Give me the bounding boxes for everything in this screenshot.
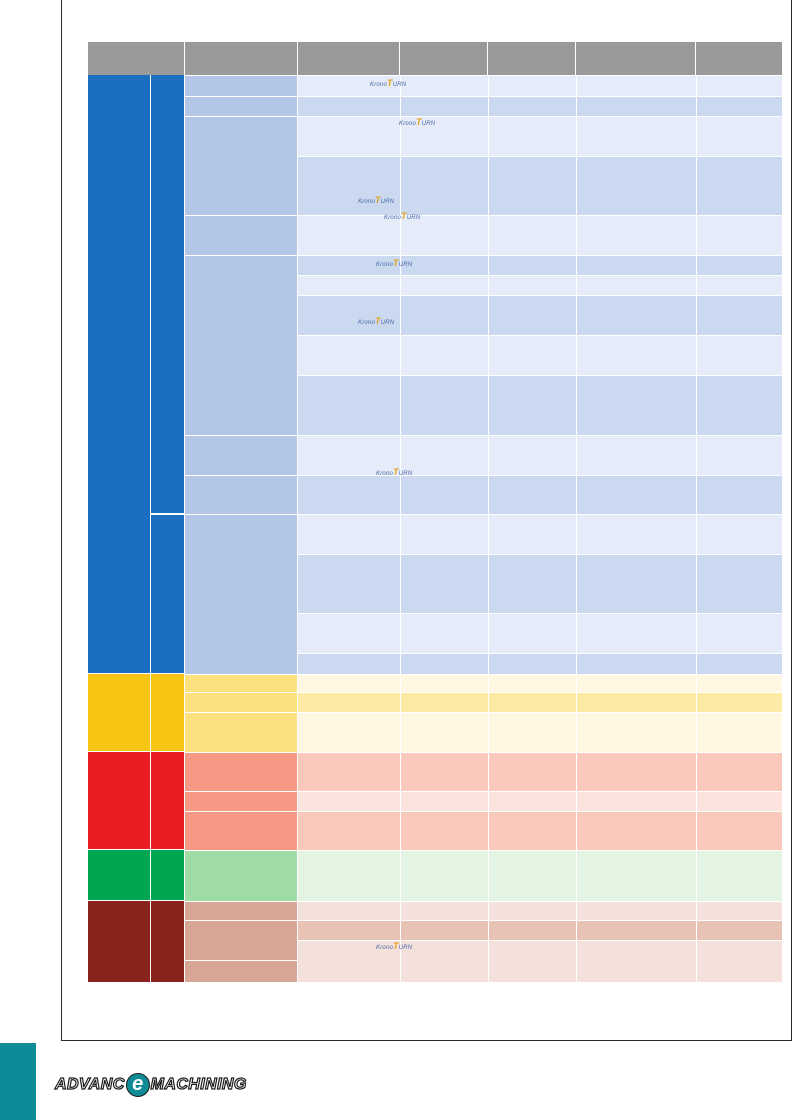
group-green-sub: [151, 850, 185, 901]
header-cell-col3: [488, 42, 576, 75]
table-row: [298, 554, 782, 613]
table-row: [298, 613, 782, 653]
table-row: [298, 375, 782, 435]
kronoturn-logo: KronoTURN: [384, 211, 421, 221]
table-row: [298, 435, 782, 475]
red-sub-3: [185, 811, 298, 850]
table-row: [298, 850, 782, 901]
brand-e-mark: e: [125, 1073, 150, 1097]
table-row: [298, 475, 782, 514]
table-row: [298, 752, 782, 791]
table-row: [298, 75, 782, 96]
advance-machining-logo: ADVANC e MACHINING: [54, 1073, 247, 1097]
group-blue-main: [88, 75, 151, 674]
blue-sub-1: [185, 75, 298, 96]
table-row: [298, 712, 782, 752]
group-brown-sub: [151, 901, 185, 982]
group-blue-sub-b: [151, 514, 185, 674]
accent-bar: [0, 1043, 36, 1120]
header-cell-col4: [576, 42, 696, 75]
brand-text-left: ADVANC: [54, 1076, 125, 1094]
table-row: [298, 255, 782, 275]
column-divider: [696, 75, 697, 982]
table-row: [298, 653, 782, 674]
header-cell-col1: [298, 42, 400, 75]
blue-sub-2: [185, 96, 298, 116]
brown-sub-3: [185, 960, 298, 982]
green-sub-1: [185, 850, 298, 901]
header-cell-subgroup: [185, 42, 298, 75]
header-cell-col5: [696, 42, 782, 75]
blue-sub-7: [185, 475, 298, 514]
table-row: [298, 811, 782, 850]
yellow-sub-3: [185, 712, 298, 752]
table-row: [298, 116, 782, 156]
table-header: [88, 42, 782, 75]
table-row: [298, 901, 782, 920]
table-row: [298, 920, 782, 940]
group-brown-main: [88, 901, 151, 982]
brown-sub-2: [185, 920, 298, 960]
kronoturn-logo: KronoTURN: [370, 78, 407, 88]
brand-text-right: MACHINING: [150, 1076, 247, 1094]
header-cell-material: [88, 42, 185, 75]
blue-sub-8: [185, 514, 298, 674]
column-divider: [576, 75, 577, 982]
group-yellow-sub: [151, 674, 185, 752]
table-row: [298, 791, 782, 811]
table-row: [298, 295, 782, 335]
kronoturn-logo: KronoTURN: [358, 195, 395, 205]
blue-sub-5: [185, 255, 298, 435]
group-blue-sub-a: [151, 75, 185, 514]
header-cell-col2: [400, 42, 488, 75]
table-row: [298, 335, 782, 375]
table-row: [298, 692, 782, 712]
kronoturn-logo: KronoTURN: [376, 467, 413, 477]
table-row: [298, 96, 782, 116]
column-divider: [488, 75, 489, 982]
group-green-main: [88, 850, 151, 901]
kronoturn-logo: KronoTURN: [376, 258, 413, 268]
table-row: [298, 215, 782, 255]
group-red-main: [88, 752, 151, 850]
brown-sub-1: [185, 901, 298, 920]
table-row: [298, 940, 782, 982]
yellow-sub-1: [185, 674, 298, 692]
kronoturn-logo: KronoTURN: [376, 941, 413, 951]
blue-sub-6: [185, 435, 298, 475]
table-row: [298, 156, 782, 215]
red-sub-1: [185, 752, 298, 791]
table-row: [298, 674, 782, 692]
page-frame: [61, 0, 792, 1041]
kronoturn-logo: KronoTURN: [358, 316, 395, 326]
blue-sub-3: [185, 116, 298, 215]
table-row: [298, 514, 782, 554]
yellow-sub-2: [185, 692, 298, 712]
red-sub-2: [185, 791, 298, 811]
group-yellow-main: [88, 674, 151, 752]
column-divider: [400, 75, 401, 982]
table-row: [298, 275, 782, 295]
kronoturn-logo: KronoTURN: [399, 117, 436, 127]
blue-sub-4: [185, 215, 298, 255]
group-red-sub: [151, 752, 185, 850]
